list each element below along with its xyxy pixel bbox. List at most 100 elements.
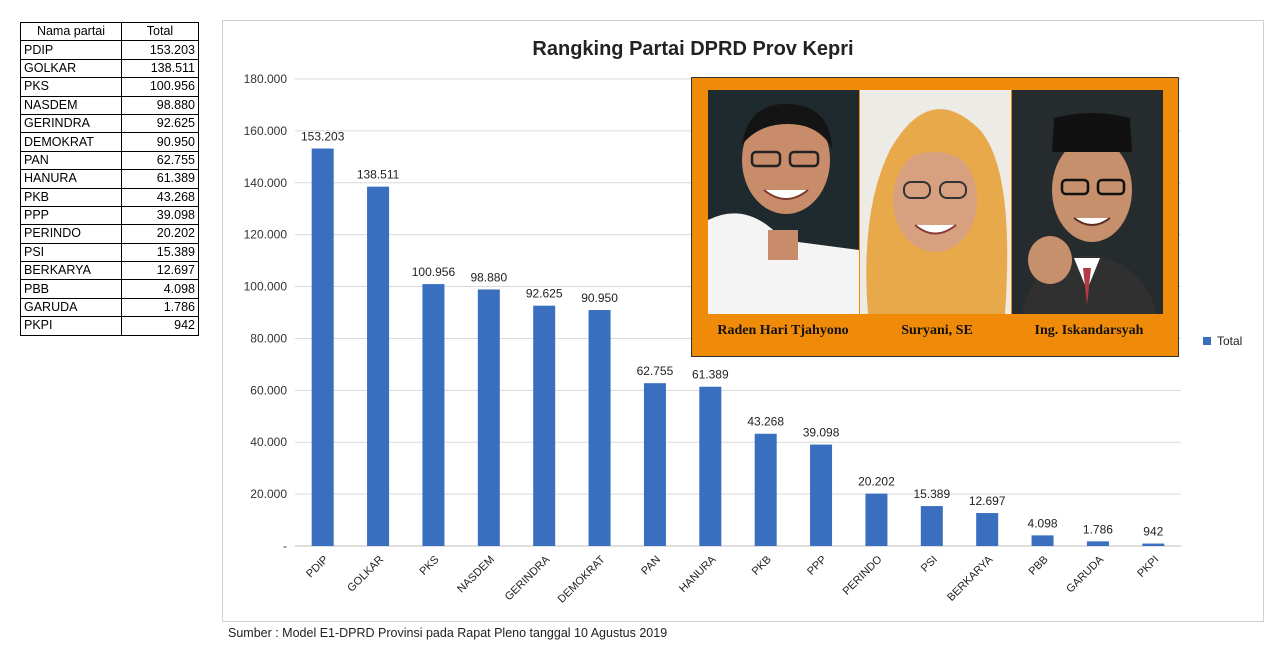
bar-pdip xyxy=(311,148,334,547)
table-row: PDIP 153.203 xyxy=(20,40,199,60)
table-row: NASDEM 98.880 xyxy=(20,95,199,115)
table-row: DEMOKRAT 90.950 xyxy=(20,132,199,152)
x-tick-label: PAN xyxy=(639,554,663,578)
y-tick-label: 80.000 xyxy=(250,331,287,345)
party-total-cell: 153.203 xyxy=(121,40,199,60)
x-tick-label: PDIP xyxy=(304,554,331,581)
candidate-caption-1: Raden Hari Tjahyono xyxy=(717,323,849,338)
party-name-cell: PAN xyxy=(20,150,122,171)
candidate-photo-1 xyxy=(708,90,859,314)
y-tick-label: - xyxy=(283,539,287,553)
party-total-cell: 138.511 xyxy=(121,58,199,79)
candidate-photo-box: Raden Hari Tjahyono Suryani, SE Ing. Isk… xyxy=(691,77,1179,357)
bar-golkar xyxy=(367,186,390,546)
y-tick-label: 20.000 xyxy=(250,487,287,501)
x-tick-label: GERINDRA xyxy=(503,553,553,603)
data-label: 20.202 xyxy=(858,475,895,489)
bar-pks xyxy=(422,284,445,546)
table-row: PKS 100.956 xyxy=(20,77,199,97)
candidate-caption-3: Ing. Iskandarsyah xyxy=(1034,323,1144,338)
data-label: 100.956 xyxy=(412,265,456,279)
x-tick-label: GARUDA xyxy=(1064,553,1106,595)
bar-nasdem xyxy=(477,289,500,546)
party-total-cell: 4.098 xyxy=(121,279,199,299)
party-name-cell: HANURA xyxy=(20,169,122,189)
legend-label: Total xyxy=(1217,334,1242,348)
table-row: PSI 15.389 xyxy=(20,242,199,263)
table-row: GERINDRA 92.625 xyxy=(20,113,199,134)
table-row: PKPI 942 xyxy=(20,316,199,336)
x-tick-label: PERINDO xyxy=(841,553,885,597)
y-tick-label: 160.000 xyxy=(244,124,288,138)
table-row: BERKARYA 12.697 xyxy=(20,261,199,281)
party-name-cell: GARUDA xyxy=(20,297,122,318)
table-row: HANURA 61.389 xyxy=(20,169,199,189)
party-name-cell: PKS xyxy=(20,77,122,97)
party-name-cell: PKB xyxy=(20,187,122,207)
x-tick-label: BERKARYA xyxy=(945,553,996,604)
bar-pan xyxy=(643,383,666,546)
y-tick-label: 60.000 xyxy=(250,383,287,397)
x-tick-label: PBB xyxy=(1027,554,1051,578)
party-total-cell: 43.268 xyxy=(121,187,199,207)
bar-ppp xyxy=(810,444,833,546)
party-name-cell: PDIP xyxy=(20,40,122,60)
table-row: PPP 39.098 xyxy=(20,205,199,226)
party-name-cell: PSI xyxy=(20,242,122,263)
data-label: 39.098 xyxy=(803,426,840,440)
bar-psi xyxy=(920,506,943,546)
data-label: 1.786 xyxy=(1083,522,1113,536)
bar-pbb xyxy=(1031,535,1054,546)
bar-pkb xyxy=(754,433,777,546)
bar-garuda xyxy=(1086,541,1109,546)
party-total-cell: 39.098 xyxy=(121,205,199,226)
party-name-cell: PBB xyxy=(20,279,122,299)
data-label: 4.098 xyxy=(1028,516,1058,530)
candidate-photo-2 xyxy=(860,90,1011,314)
table-header-row: Nama partai Total xyxy=(20,21,199,42)
data-label: 98.880 xyxy=(470,270,507,284)
candidate-caption-2: Suryani, SE xyxy=(901,323,973,338)
data-label: 62.755 xyxy=(637,364,674,378)
chart-panel: Rangking Partai DPRD Prov Kepri - 20.000 4… xyxy=(222,20,1264,622)
party-name-cell: PPP xyxy=(20,205,122,226)
bar-gerindra xyxy=(533,305,556,546)
table-row: PBB 4.098 xyxy=(20,279,199,299)
source-note: Sumber : Model E1-DPRD Provinsi pada Rap… xyxy=(228,626,668,640)
party-name-cell: PERINDO xyxy=(20,224,122,244)
party-total-cell: 90.950 xyxy=(121,132,199,152)
x-tick-label: PKPI xyxy=(1135,554,1161,580)
party-total-cell: 15.389 xyxy=(121,242,199,263)
x-tick-label: DEMOKRAT xyxy=(556,553,608,605)
party-total-cell: 98.880 xyxy=(121,95,199,115)
y-tick-label: 180.000 xyxy=(244,72,288,86)
bar-perindo xyxy=(865,493,888,546)
x-tick-label: PSI xyxy=(919,554,940,575)
bar-hanura xyxy=(699,386,722,546)
bar-berkarya xyxy=(976,513,999,546)
chart-title: Rangking Partai DPRD Prov Kepri xyxy=(532,38,853,60)
party-total-cell: 92.625 xyxy=(121,113,199,134)
table-row: GOLKAR 138.511 xyxy=(20,58,199,79)
table-row: PAN 62.755 xyxy=(20,150,199,171)
party-total-cell: 942 xyxy=(121,316,199,336)
candidate-photo-3 xyxy=(1012,90,1163,314)
x-tick-label: NASDEM xyxy=(455,554,497,596)
data-label: 138.511 xyxy=(357,168,400,182)
data-label: 15.389 xyxy=(913,487,950,501)
y-tick-label: 140.000 xyxy=(244,176,288,190)
y-tick-label: 100.000 xyxy=(244,280,288,294)
data-label: 90.950 xyxy=(581,291,618,305)
party-total-cell: 61.389 xyxy=(121,169,199,189)
party-name-cell: NASDEM xyxy=(20,95,122,115)
legend-swatch xyxy=(1203,337,1211,345)
data-label: 942 xyxy=(1143,525,1163,539)
x-tick-label: PKS xyxy=(418,554,442,578)
y-tick-label: 120.000 xyxy=(244,228,288,242)
y-tick-label: 40.000 xyxy=(250,435,287,449)
table-row: GARUDA 1.786 xyxy=(20,297,199,318)
x-tick-label: HANURA xyxy=(677,553,719,595)
party-name-cell: GOLKAR xyxy=(20,58,122,79)
party-name-cell: BERKARYA xyxy=(20,261,122,281)
party-total-cell: 12.697 xyxy=(121,261,199,281)
